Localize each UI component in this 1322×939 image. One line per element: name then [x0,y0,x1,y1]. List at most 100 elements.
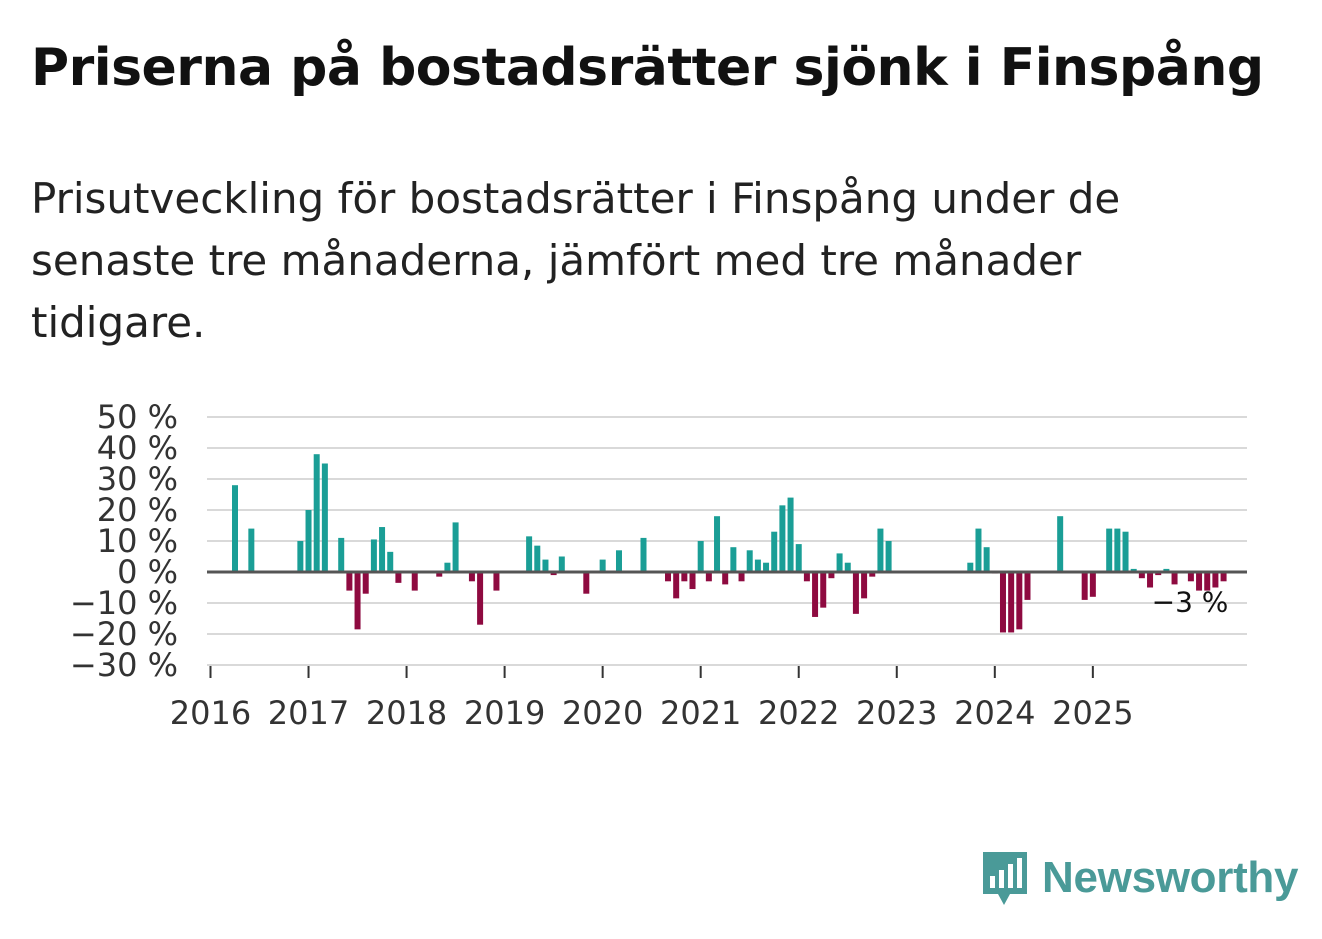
bar [468,572,475,582]
x-tick-label: 2021 [660,694,741,732]
bar [746,550,753,572]
newsworthy-logo-icon [983,852,1027,905]
x-tick-label: 2023 [856,694,937,732]
x-tick-label: 2017 [268,694,349,732]
bar [411,572,418,591]
x-tick-label: 2024 [954,694,1035,732]
bar [346,572,353,591]
y-tick-label: 10 % [97,522,178,560]
bar [869,572,876,577]
bar [722,572,729,585]
bar [673,572,680,599]
bar [812,572,819,617]
x-axis: 2016 2017 2018 2019 2020 2021 2022 2023 2024 2025 [170,666,1134,732]
bar [477,572,484,625]
bar [803,572,810,582]
bar [1171,572,1178,585]
bar [370,539,377,572]
bar [1106,528,1113,572]
bar [313,454,320,572]
bar [387,551,394,572]
bar [615,550,622,572]
bar [730,547,737,572]
y-tick-label: −30 % [70,646,178,684]
x-tick-label: 2018 [366,694,447,732]
chart-subtitle: Prisutveckling för bostadsrätter i Finsp… [31,174,1121,347]
bar [297,541,304,572]
bar [820,572,827,608]
bar [1196,572,1203,591]
bar [436,572,443,577]
y-tick-label: 30 % [97,460,178,498]
bar [771,531,778,572]
bar [754,559,761,572]
y-tick-label: −20 % [70,615,178,653]
bar [665,572,672,582]
gridlines [207,416,1247,666]
x-tick-label: 2022 [758,694,839,732]
bar [861,572,868,599]
bar [975,528,982,572]
bar [779,505,786,572]
bar [844,562,851,572]
bar-chart: 50 %40 %30 %20 %10 %0 %−10 %−20 %−30 % 2… [70,398,1247,732]
bar [763,562,770,572]
bar [1114,528,1121,572]
bar [452,522,459,572]
chart-title: Priserna på bostadsrätter sjönk i Finspå… [31,38,1264,98]
bar [1138,572,1145,579]
end-value-label: −3 % [1152,585,1229,618]
bar [305,510,312,572]
bar [542,559,549,572]
bar [697,541,704,572]
bar [681,572,688,582]
x-tick-label: 2016 [170,694,251,732]
bar [362,572,369,594]
bar [1147,572,1154,588]
bar [248,528,255,572]
bar [852,572,859,614]
bar-series [232,454,1227,633]
bar [1089,572,1096,597]
bar [444,562,451,572]
brand-name: Newsworthy [1042,853,1299,902]
bar [395,572,402,583]
bar [379,527,386,572]
x-tick-label: 2025 [1052,694,1133,732]
y-tick-label: 20 % [97,491,178,529]
bar [999,572,1006,633]
bar [1155,572,1162,576]
brand-logo: Newsworthy [980,848,1298,908]
bar [787,497,794,572]
x-tick-label: 2019 [464,694,545,732]
y-tick-label: 50 % [97,398,178,436]
bar [983,547,990,572]
bar [1024,572,1031,600]
bar [714,516,721,572]
bar [493,572,500,591]
bar [885,541,892,572]
bar [534,545,541,572]
x-tick-label: 2020 [562,694,643,732]
y-tick-label: 0 % [117,553,178,591]
bar [705,572,712,582]
bar [1220,572,1227,582]
bar [550,572,557,576]
y-axis-labels: 50 %40 %30 %20 %10 %0 %−10 %−20 %−30 % [70,398,178,684]
bar [558,556,565,572]
bar [828,572,835,579]
bar [836,553,843,572]
bar [640,537,647,572]
bar [321,463,328,572]
bar [1057,516,1064,572]
bar [1008,572,1015,633]
bar [599,559,606,572]
bar [526,536,533,572]
bar [1130,568,1137,572]
bar [1204,572,1211,591]
bar [795,544,802,572]
bar [232,485,238,572]
y-tick-label: 40 % [97,429,178,467]
bar [583,572,590,594]
bar [338,537,345,572]
